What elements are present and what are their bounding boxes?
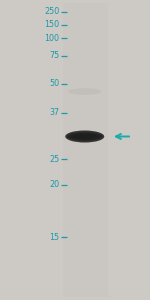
- Ellipse shape: [68, 88, 101, 95]
- Ellipse shape: [65, 130, 104, 142]
- Text: 20: 20: [49, 180, 59, 189]
- Text: 15: 15: [49, 232, 59, 242]
- Text: 50: 50: [49, 80, 59, 88]
- Text: 250: 250: [44, 8, 59, 16]
- Text: 100: 100: [44, 34, 59, 43]
- Ellipse shape: [75, 134, 94, 139]
- Ellipse shape: [71, 134, 98, 140]
- Bar: [63, 3, 108, 297]
- Text: 75: 75: [49, 51, 59, 60]
- Text: 25: 25: [49, 154, 59, 164]
- Text: 37: 37: [49, 108, 59, 117]
- Text: 150: 150: [44, 20, 59, 29]
- Ellipse shape: [67, 132, 102, 141]
